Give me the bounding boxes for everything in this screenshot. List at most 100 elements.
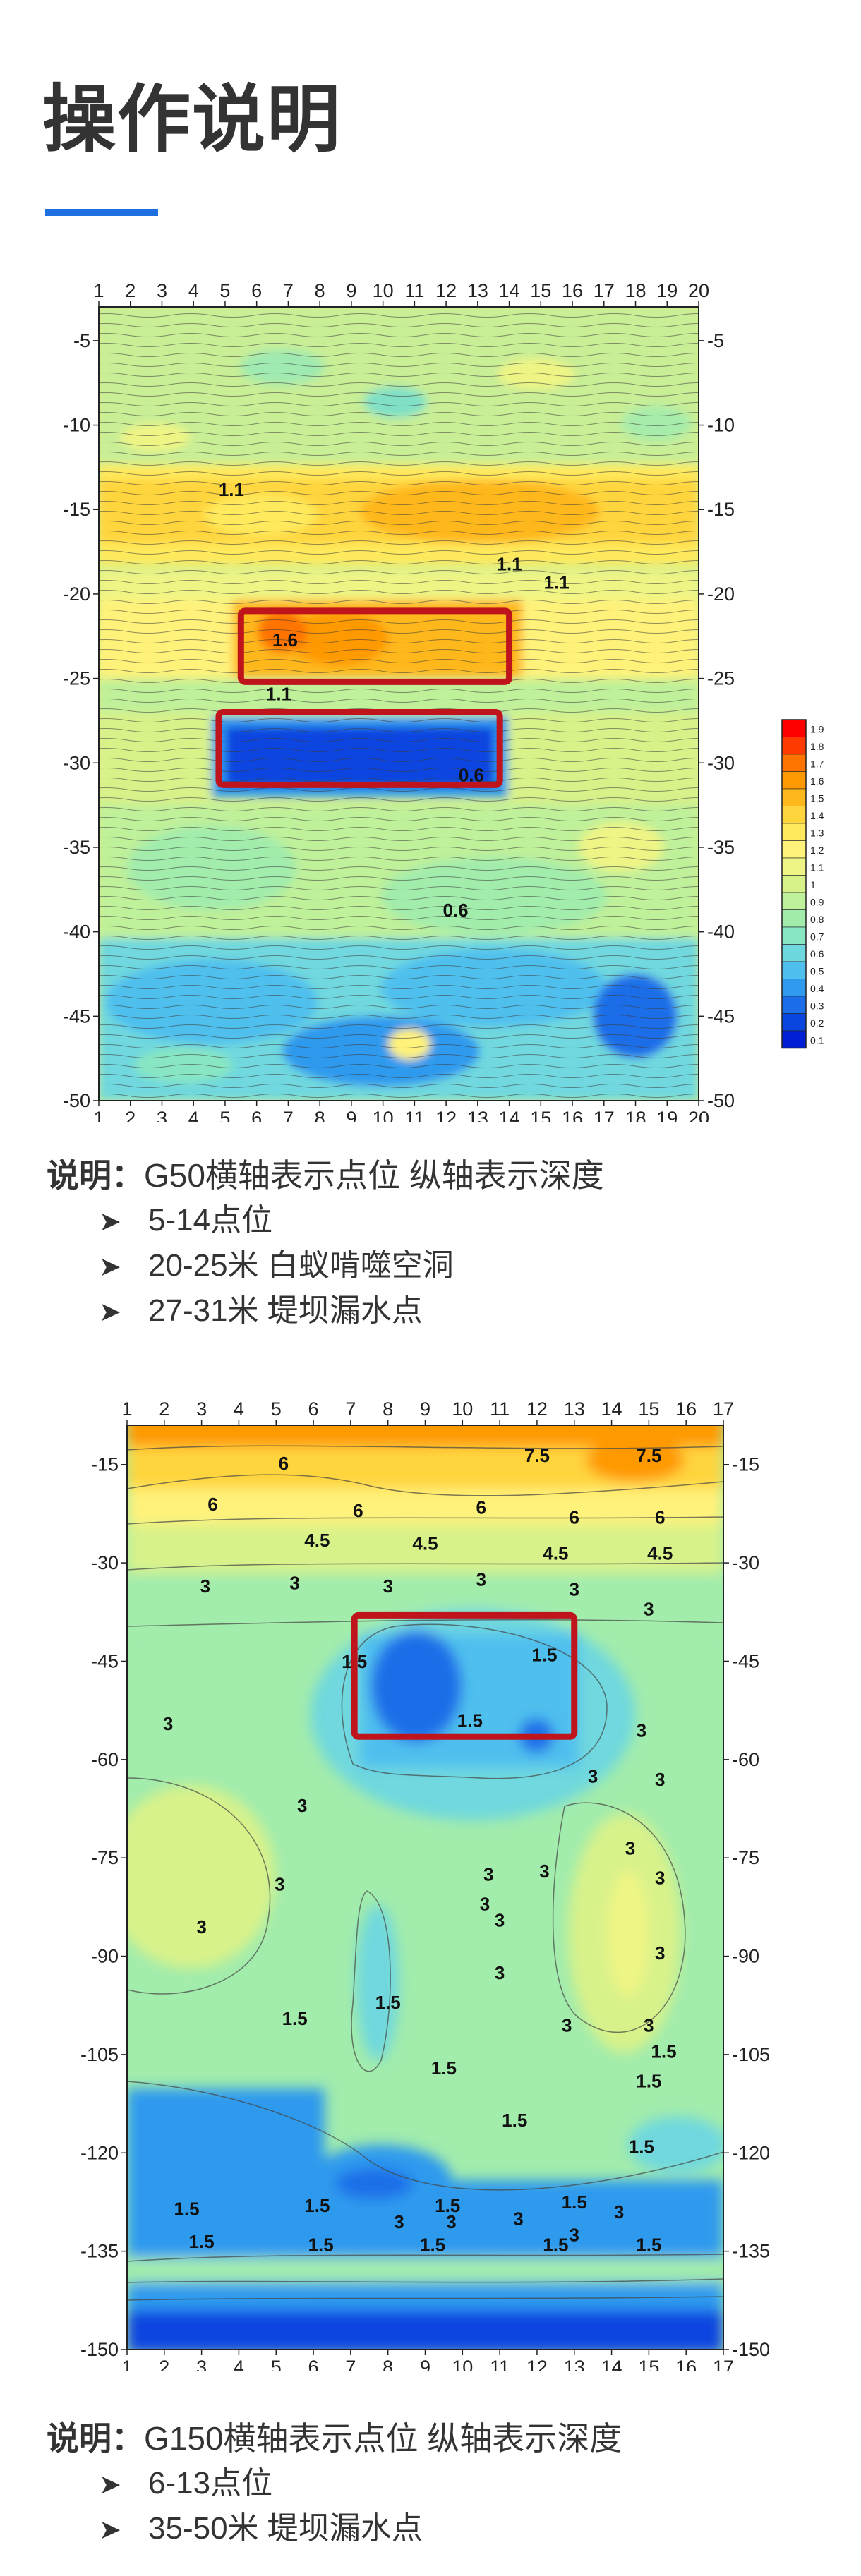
y-tick-label: -25	[63, 668, 90, 689]
contour-label: 3	[570, 1579, 579, 1600]
note-label: 说明：	[47, 2420, 144, 2457]
contour-label: 6	[207, 1494, 217, 1515]
contour-label: 6	[476, 1496, 486, 1518]
x-tick-label: 5	[219, 280, 230, 301]
legend-label: 1.4	[810, 810, 824, 821]
x-tick-label: 5	[219, 1108, 230, 1122]
y-tick-label: -25	[707, 668, 735, 689]
bullet-list-g50: ➤ 5-14点位 ➤ 20-25米 白蚁啃噬空洞 ➤ 27-31米 堤坝漏水点	[99, 1198, 454, 1334]
x-tick-label: 1	[93, 1108, 104, 1122]
x-tick-label: 19	[656, 1108, 678, 1122]
contour-label: 1.5	[502, 2110, 527, 2131]
x-tick-label: 20	[688, 280, 709, 301]
x-tick-label: 1	[121, 2357, 132, 2371]
list-item: ➤ 20-25米 白蚁啃噬空洞	[99, 1243, 454, 1288]
x-tick-label: 10	[373, 1108, 394, 1122]
x-tick-label: 15	[638, 2357, 659, 2371]
x-tick-label: 13	[564, 2357, 585, 2371]
contour-label: 1.5	[543, 2235, 568, 2256]
contour-label: 1.5	[562, 2191, 587, 2213]
legend-label: 1.2	[810, 845, 824, 856]
contour-label: 1.5	[420, 2235, 445, 2256]
x-tick-label: 9	[346, 280, 356, 301]
x-tick-label: 8	[315, 280, 325, 301]
x-tick-label: 3	[157, 280, 167, 301]
x-tick-label: 9	[420, 1398, 430, 1420]
plot-frame	[98, 306, 699, 1101]
x-tick-label: 3	[196, 2357, 207, 2371]
legend-label: 1	[810, 879, 816, 890]
x-tick-label: 12	[435, 280, 457, 301]
x-tick-label: 7	[283, 280, 294, 301]
y-tick-label: -90	[91, 1946, 119, 1967]
contour-label: 3	[644, 2014, 654, 2036]
contour-label: 1.5	[629, 2136, 654, 2157]
legend-label: 0.9	[810, 897, 824, 908]
legend-label: 0.2	[810, 1017, 824, 1029]
x-tick-label: 3	[157, 1108, 167, 1122]
contour-label: 3	[394, 2211, 404, 2232]
list-item: ➤ 35-50米 堤坝漏水点	[99, 2506, 423, 2551]
x-tick-label: 5	[271, 1398, 282, 1420]
x-tick-label: 17	[594, 280, 615, 301]
y-tick-label: -10	[63, 415, 90, 436]
list-item: ➤ 5-14点位	[99, 1198, 454, 1243]
y-tick-label: -35	[707, 837, 735, 858]
legend-swatch	[781, 1030, 807, 1048]
contour-field: 1.11.11.11.61.10.60.6	[99, 307, 699, 1101]
y-tick-label: -150	[732, 2339, 770, 2360]
note-text: G150横轴表示点位 纵轴表示深度	[144, 2420, 622, 2457]
x-tick-label: 7	[283, 1108, 294, 1122]
list-item: ➤ 6-13点位	[99, 2461, 423, 2506]
y-tick-label: -20	[707, 583, 735, 605]
x-tick-label: 13	[467, 280, 488, 301]
legend-label: 1.6	[810, 775, 824, 787]
contour-label: 7.5	[636, 1445, 661, 1466]
x-tick-label: 15	[638, 1398, 659, 1420]
y-tick-label: -45	[707, 1005, 735, 1027]
title-underline	[45, 209, 158, 216]
x-tick-label: 20	[688, 1108, 709, 1122]
legend-label: 1.7	[810, 758, 824, 770]
note-text: G50横轴表示点位 纵轴表示深度	[144, 1157, 604, 1194]
x-tick-label: 13	[467, 1108, 488, 1122]
contour-field: 7.5 7.566 6 6 6 64.5 4.5 4.5 4.53 3 3 3 331.5 1.51.53…	[127, 1425, 723, 2350]
legend-swatch	[781, 909, 807, 928]
contour-label: 3	[200, 1576, 210, 1597]
contour-label: 7.5	[524, 1445, 550, 1466]
legend-label: 1.8	[810, 741, 824, 752]
contour-label: 3	[644, 1598, 654, 1619]
x-tick-label: 3	[196, 1398, 207, 1420]
contour-label: 1.5	[531, 1644, 557, 1665]
contour-label: 4.5	[647, 1542, 673, 1564]
contour-label: 1.5	[651, 2041, 676, 2062]
contour-label: 1.5	[174, 2199, 199, 2220]
contour-label: 3	[297, 1795, 307, 1816]
x-tick-label: 18	[625, 1108, 646, 1122]
legend-swatch	[781, 979, 807, 997]
y-tick-label: -15	[707, 499, 735, 520]
y-tick-label: -30	[63, 752, 90, 773]
y-tick-label: -30	[732, 1552, 759, 1573]
legend-label: 0.1	[810, 1035, 824, 1046]
contour-label: 3	[655, 1942, 665, 1964]
contour-label: 4.5	[543, 1542, 568, 1564]
contour-label: 3	[655, 1769, 665, 1790]
x-tick-label: 19	[656, 280, 678, 301]
contour-label: 1.5	[431, 2057, 457, 2079]
y-tick-label: -5	[73, 330, 90, 351]
x-tick-label: 10	[452, 1398, 473, 1420]
contour-label: 3	[495, 1962, 505, 1983]
x-tick-label: 12	[526, 1398, 548, 1420]
legend-swatch	[781, 771, 807, 790]
x-tick-label: 2	[125, 280, 136, 301]
x-tick-label: 2	[159, 1398, 169, 1420]
contour-label: 3	[570, 2225, 579, 2246]
x-tick-label: 14	[601, 2357, 622, 2371]
y-tick-label: -75	[732, 1847, 759, 1868]
x-tick-label: 18	[625, 280, 646, 301]
y-tick-label: -45	[732, 1650, 759, 1671]
contour-label: 6	[279, 1453, 289, 1474]
highlight-box	[215, 708, 503, 788]
x-tick-label: 15	[530, 280, 551, 301]
